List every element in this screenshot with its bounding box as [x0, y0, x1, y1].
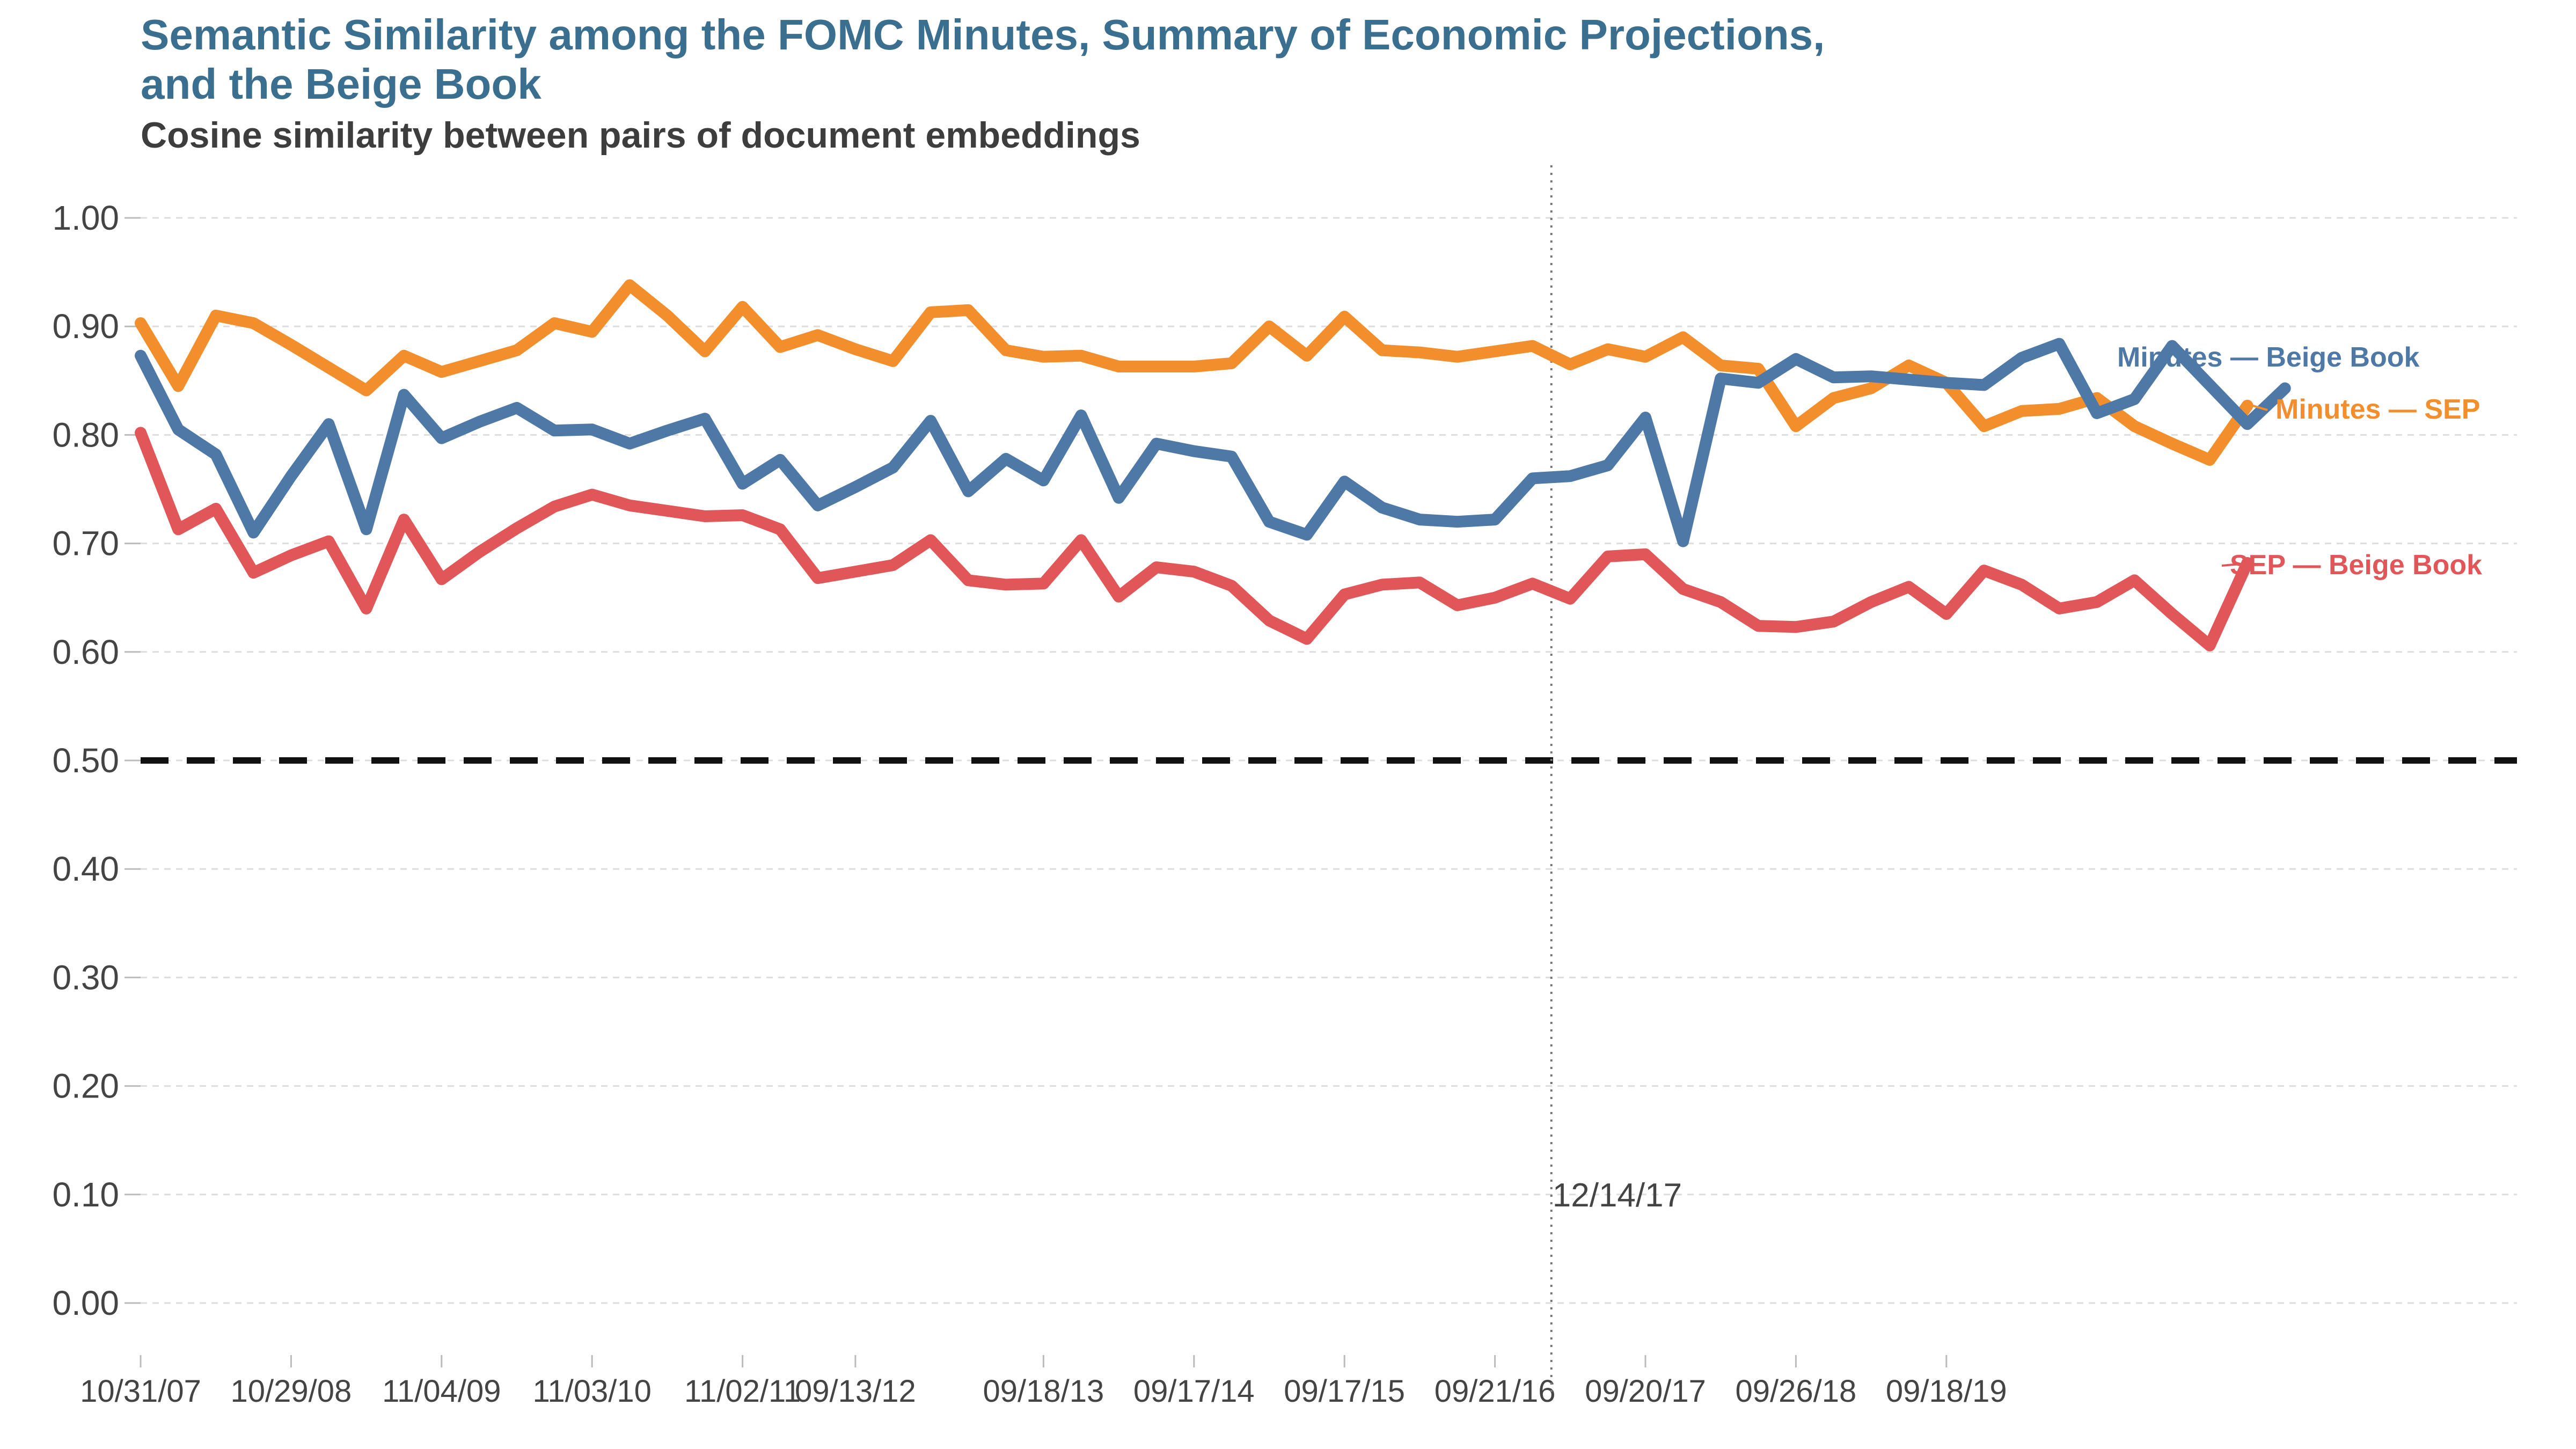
chart-title-line-2: and the Beige Book: [141, 60, 541, 108]
y-tick-label-0.50: 0.50: [52, 741, 119, 780]
x-tick-label-11/04/09: 11/04/09: [382, 1374, 501, 1409]
chart-title-line-1: Semantic Similarity among the FOMC Minut…: [141, 11, 1825, 58]
x-tick-label-09/20/17: 09/20/17: [1585, 1374, 1706, 1409]
chart-subtitle: Cosine similarity between pairs of docum…: [141, 115, 1140, 156]
x-axis: 10/31/07 10/29/08 11/04/09 11/03/10 11/02/11…: [80, 1355, 2007, 1409]
y-tick-label-0.30: 0.30: [52, 958, 119, 997]
series-labels: Minutes — SEP Minutes — Beige Book SEP — B…: [2117, 342, 2482, 581]
series-label-leader-0: [2252, 404, 2268, 411]
series-lines: [135, 279, 2291, 652]
y-tick-label-0.80: 0.80: [52, 415, 119, 454]
y-tick-label-0.40: 0.40: [52, 850, 119, 888]
series-label-2: SEP — Beige Book: [2230, 550, 2482, 581]
x-tick-label-09/26/18: 09/26/18: [1736, 1374, 1857, 1409]
x-tick-label-09/13/12: 09/13/12: [795, 1374, 916, 1409]
chart-title: Semantic Similarity among the FOMC Minut…: [141, 11, 1825, 108]
x-tick-label-09/18/13: 09/18/13: [983, 1374, 1104, 1409]
x-tick-label-09/21/16: 09/21/16: [1435, 1374, 1556, 1409]
series-line-1: [135, 338, 2291, 547]
y-tick-label-0.60: 0.60: [52, 633, 119, 671]
series-label-leader-2: [2221, 562, 2253, 567]
y-tick-label-0.70: 0.70: [52, 524, 119, 563]
x-tick-label-10/31/07: 10/31/07: [80, 1374, 201, 1409]
vertical-marker-label: 12/14/17: [1553, 1177, 1682, 1214]
gridlines: [141, 217, 2517, 1304]
y-axis: 0.00 0.10 0.20 0.30 0.40 0.50 0.60 0.70 0.80 0.90…: [52, 199, 141, 1322]
x-tick-label-11/02/11: 11/02/11: [684, 1374, 801, 1409]
y-tick-label-0.10: 0.10: [52, 1175, 119, 1214]
y-tick-label-0.00: 0.00: [52, 1284, 119, 1322]
x-tick-label-11/03/10: 11/03/10: [532, 1374, 651, 1409]
y-tick-label-0.20: 0.20: [52, 1067, 119, 1106]
x-tick-label-09/17/14: 09/17/14: [1133, 1374, 1255, 1409]
series-label-1: Minutes — Beige Book: [2117, 342, 2419, 373]
y-tick-label-0.90: 0.90: [52, 307, 119, 346]
reference-lines: 12/14/17: [141, 165, 2517, 1395]
x-tick-label-10/29/08: 10/29/08: [231, 1374, 352, 1409]
x-tick-label-09/18/19: 09/18/19: [1886, 1374, 2007, 1409]
x-tick-label-09/17/15: 09/17/15: [1284, 1374, 1405, 1409]
series-label-0: Minutes — SEP: [2275, 394, 2480, 425]
series-line-2: [135, 427, 2253, 652]
y-tick-label-1.00: 1.00: [52, 199, 119, 237]
